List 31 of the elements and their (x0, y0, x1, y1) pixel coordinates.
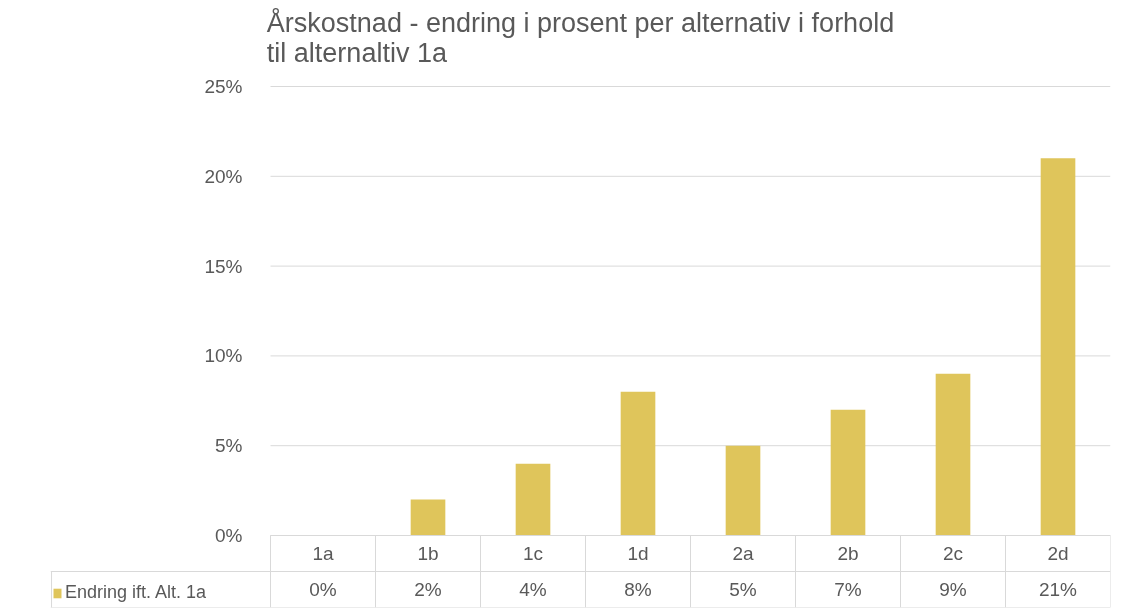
data-label: 0% (309, 579, 337, 600)
bar (620, 391, 656, 536)
x-tick-label: 1a (312, 543, 334, 564)
y-tick-label: 10% (204, 345, 243, 367)
x-tick-label: 2b (837, 543, 859, 564)
data-label: 7% (834, 579, 862, 600)
bar (725, 445, 761, 536)
y-tick-label: 15% (204, 255, 243, 277)
data-label: 21% (1038, 579, 1078, 600)
chart-title: Årskostnad - endring i prosent per alternativ i forhold til alternaltiv 1a (266, 6, 895, 68)
bar (410, 499, 446, 536)
data-label: 8% (624, 579, 652, 600)
bar (830, 409, 866, 536)
y-tick-label: 0% (215, 525, 243, 546)
data-label: 9% (939, 579, 967, 600)
x-tick-label: 1c (522, 543, 544, 564)
legend-label: Endring ift. Alt. 1a (65, 582, 207, 603)
bar (935, 373, 971, 536)
y-tick-label: 25% (204, 76, 243, 97)
y-tick-label: 5% (215, 435, 243, 457)
x-tick-label: 1b (417, 543, 439, 564)
data-label: 4% (519, 579, 547, 600)
x-tick-label: 2a (732, 543, 754, 564)
x-tick-label: 2d (1047, 543, 1069, 564)
data-label: 2% (414, 579, 442, 600)
data-label: 5% (729, 579, 757, 600)
y-tick-label: 20% (204, 165, 243, 187)
bar (1040, 158, 1076, 536)
x-tick-label: 1d (627, 543, 649, 564)
x-tick-label: 2c (942, 543, 964, 564)
bar (515, 463, 551, 536)
